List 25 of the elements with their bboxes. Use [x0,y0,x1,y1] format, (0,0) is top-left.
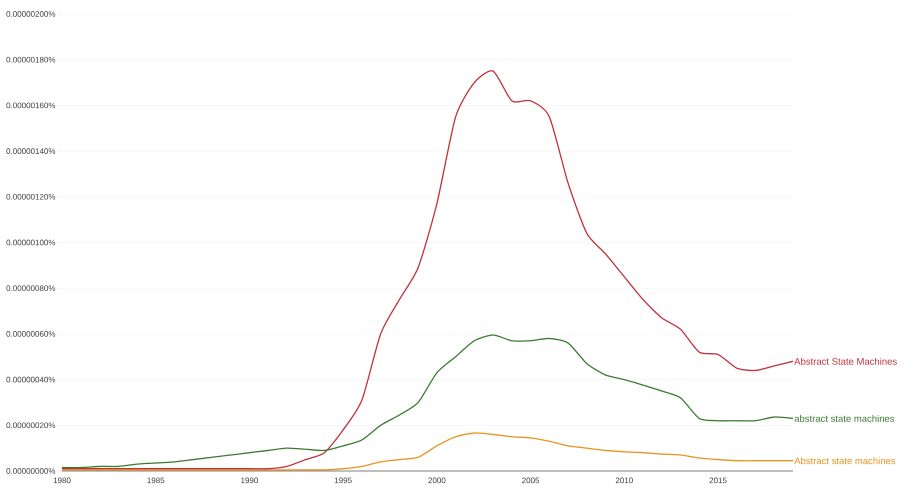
series-label: Abstract State Machines [794,358,897,365]
y-tick-label: 0.00000120% [6,194,56,200]
line-series [61,334,794,468]
line-series [61,70,794,470]
y-tick-label: 0.00000020% [6,422,56,428]
y-tick-label: 0.00000040% [6,376,56,382]
y-tick-label: 0.00000160% [6,102,56,108]
y-tick-label: 0.00000100% [6,240,56,246]
x-tick-label: 2010 [616,478,633,484]
y-tick-label: 0.00000140% [6,148,56,154]
y-tick-label: 0.00000060% [6,331,56,337]
x-tick-label: 1985 [147,478,164,484]
line-series [61,432,794,471]
x-tick-label: 1990 [241,478,258,484]
x-tick-label: 2015 [710,478,727,484]
y-tick-label: 0.00000200% [6,11,56,17]
y-tick-label: 0.00000080% [6,285,56,292]
x-tick-label: 2000 [428,478,446,484]
series-label: Abstract state machines [794,457,896,464]
x-tick-label: 1980 [54,478,71,484]
x-tick-label: 2005 [522,478,540,484]
y-tick-label: 0.00000000% [6,468,56,474]
x-tick-label: 1995 [334,478,352,484]
y-tick-label: 0.00000180% [6,56,56,63]
series-label: abstract state machines [794,414,894,422]
